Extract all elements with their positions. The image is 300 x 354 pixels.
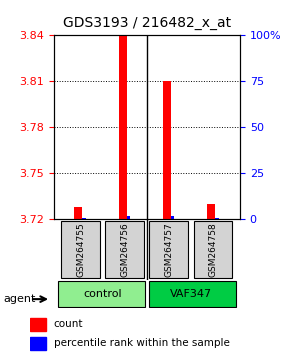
FancyBboxPatch shape — [149, 280, 236, 307]
Bar — [207, 204, 215, 219]
Bar — [171, 216, 175, 219]
Text: GSM264758: GSM264758 — [209, 222, 218, 277]
Bar — [215, 218, 219, 219]
Bar — [30, 318, 46, 331]
Text: count: count — [54, 319, 83, 329]
Bar — [30, 337, 46, 350]
FancyBboxPatch shape — [194, 221, 232, 279]
FancyBboxPatch shape — [58, 280, 145, 307]
Text: control: control — [83, 289, 122, 299]
FancyBboxPatch shape — [61, 221, 100, 279]
FancyBboxPatch shape — [105, 221, 144, 279]
Bar — [119, 35, 127, 219]
Title: GDS3193 / 216482_x_at: GDS3193 / 216482_x_at — [63, 16, 231, 30]
Text: VAF347: VAF347 — [170, 289, 212, 299]
Bar — [74, 207, 82, 219]
Text: GSM264756: GSM264756 — [120, 222, 129, 277]
Text: agent: agent — [3, 294, 35, 304]
Text: percentile rank within the sample: percentile rank within the sample — [54, 338, 230, 348]
FancyBboxPatch shape — [149, 221, 188, 279]
Bar — [82, 218, 86, 219]
Bar — [127, 216, 130, 219]
Text: GSM264757: GSM264757 — [165, 222, 174, 277]
Bar — [163, 81, 171, 219]
Text: GSM264755: GSM264755 — [76, 222, 85, 277]
